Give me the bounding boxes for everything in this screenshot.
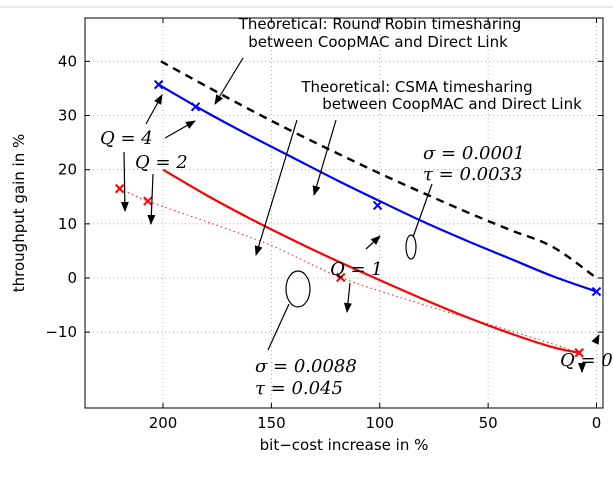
- x-tick-label: 100: [365, 414, 394, 432]
- x-tick-label: 50: [479, 414, 498, 432]
- rr-label-line1: Theoretical: Round Robin timesharing: [238, 15, 522, 33]
- y-tick-label: 40: [58, 52, 77, 70]
- y-axis-title: throughput gain in %: [10, 134, 28, 292]
- q4-arrow-blue: [145, 94, 163, 125]
- red-ellipse-leader: [267, 303, 290, 351]
- x-tick-label: 200: [149, 414, 178, 432]
- data-point-red_dotted: [574, 348, 584, 358]
- marker-stroke: [143, 196, 153, 206]
- y-tick-label: 0: [67, 269, 77, 287]
- series-line-csma_blue: [158, 83, 597, 293]
- x-axis-title: bit−cost increase in %: [260, 436, 429, 454]
- q1-arrow-red: [343, 282, 352, 313]
- rr-arrow: [214, 57, 244, 105]
- data-point-red_dotted: [143, 196, 153, 206]
- y-tick-label: 10: [58, 215, 77, 233]
- series-line-csma_red: [162, 168, 580, 354]
- marker-stroke: [190, 102, 201, 112]
- csma-label-line2: between CoopMAC and Direct Link: [322, 95, 582, 113]
- marker-stroke: [591, 286, 602, 297]
- series-line-round_robin: [160, 60, 598, 279]
- y-tick-label: 20: [58, 161, 77, 179]
- q4-arrow-red: [120, 151, 129, 212]
- tau-blue-label: τ = 0.0033: [423, 164, 522, 185]
- marker-stroke: [336, 272, 346, 283]
- x-tick-label: 150: [257, 414, 286, 432]
- y-tick-label: 30: [58, 107, 77, 125]
- rr-label-line2: between CoopMAC and Direct Link: [248, 33, 508, 51]
- plot-frame: [84, 17, 604, 409]
- marker-stroke: [372, 200, 383, 211]
- data-point-red_dotted: [114, 183, 125, 194]
- sigma-blue-label: σ = 0.0001: [423, 143, 525, 164]
- annotation-layer: Theoretical: Round Robin timesharing bet…: [100, 15, 613, 399]
- csma-arrow-blue: [312, 119, 337, 196]
- data-point-csma_blue: [153, 79, 164, 90]
- data-point-csma_blue: [591, 286, 602, 297]
- sigma-red-label: σ = 0.0088: [255, 356, 357, 377]
- data-point-csma_blue: [372, 200, 383, 211]
- q2-arrow-red: [147, 173, 156, 225]
- marker-stroke: [153, 79, 164, 90]
- q4-label: Q = 4: [100, 128, 153, 149]
- marker-stroke: [574, 348, 584, 358]
- data-point-red_dotted: [336, 272, 346, 283]
- tick-layer: 200 150 100 50 0 −10 0 10 20 30 40: [45, 18, 603, 432]
- csma-label-line1: Theoretical: CSMA timesharing: [300, 78, 532, 96]
- data-point-csma_blue: [190, 102, 201, 112]
- y-tick-label: −10: [45, 323, 77, 341]
- q0-arrow-blue: [591, 334, 600, 345]
- red-ellipse: [285, 270, 311, 308]
- tau-red-label: τ = 0.045: [255, 378, 343, 399]
- blue-ellipse: [405, 234, 417, 260]
- marker-stroke: [114, 183, 125, 194]
- blue-ellipse-leader: [412, 183, 433, 238]
- q2-arrow-blue: [164, 120, 196, 139]
- x-tick-label: 0: [592, 414, 602, 432]
- marker-layer: [114, 79, 602, 358]
- q2-label: Q = 2: [135, 152, 188, 173]
- q1-arrow-blue: [365, 235, 381, 250]
- csma-arrow-red: [254, 119, 298, 256]
- q1-label: Q = 1: [330, 259, 383, 280]
- q0-label: Q = 0: [560, 350, 613, 371]
